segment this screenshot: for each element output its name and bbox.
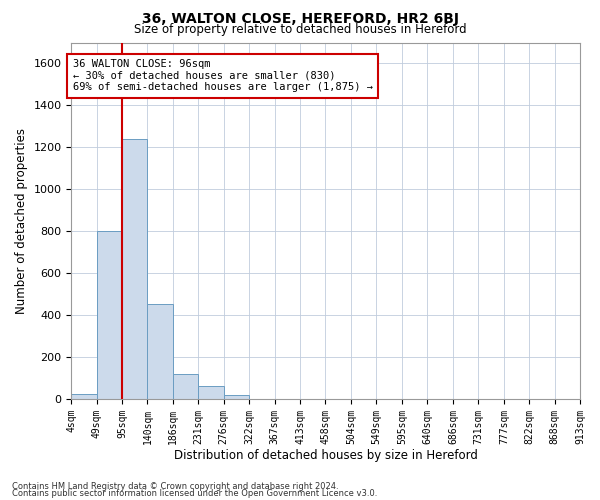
Bar	[148, 304, 173, 399]
Text: Contains public sector information licensed under the Open Government Licence v3: Contains public sector information licen…	[12, 489, 377, 498]
Bar	[199, 386, 224, 399]
X-axis label: Distribution of detached houses by size in Hereford: Distribution of detached houses by size …	[174, 450, 478, 462]
Text: 36, WALTON CLOSE, HEREFORD, HR2 6BJ: 36, WALTON CLOSE, HEREFORD, HR2 6BJ	[142, 12, 458, 26]
Y-axis label: Number of detached properties: Number of detached properties	[15, 128, 28, 314]
Bar	[173, 374, 199, 399]
Bar	[122, 139, 148, 399]
Bar	[71, 394, 97, 399]
Text: 36 WALTON CLOSE: 96sqm
← 30% of detached houses are smaller (830)
69% of semi-de: 36 WALTON CLOSE: 96sqm ← 30% of detached…	[73, 60, 373, 92]
Text: Size of property relative to detached houses in Hereford: Size of property relative to detached ho…	[134, 22, 466, 36]
Text: Contains HM Land Registry data © Crown copyright and database right 2024.: Contains HM Land Registry data © Crown c…	[12, 482, 338, 491]
Bar	[224, 395, 250, 399]
Bar	[97, 231, 122, 399]
